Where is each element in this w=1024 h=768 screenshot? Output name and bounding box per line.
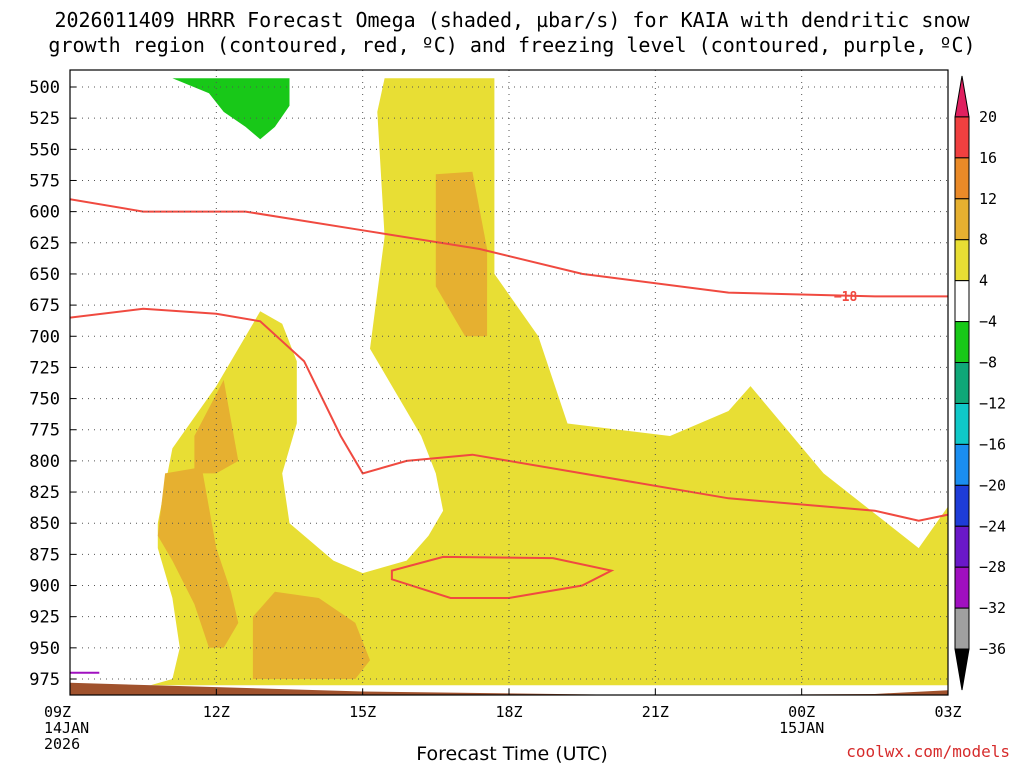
y-tick-label: 675	[29, 296, 60, 316]
colorbar-label: 20	[979, 108, 997, 126]
colorbar-label: −8	[979, 354, 997, 372]
colorbar-segment	[954, 321, 970, 364]
y-tick-label: 875	[29, 545, 60, 565]
contour-inline-label: −18	[834, 290, 858, 305]
y-tick-label: 550	[29, 140, 60, 160]
colorbar-label: −4	[979, 313, 997, 331]
contour--18C-lower	[70, 307, 948, 522]
colorbar-label: 4	[979, 272, 988, 290]
y-tick-label: 725	[29, 358, 60, 378]
contour--18C-upper	[70, 198, 948, 298]
colorbar-segment	[954, 566, 970, 609]
colorbar-segment	[954, 443, 970, 486]
colorbar-label: −16	[979, 435, 1006, 453]
y-tick-label: 775	[29, 421, 60, 441]
chart-title-line-1: 2026011409 HRRR Forecast Omega (shaded, …	[54, 8, 970, 32]
colorbar-label: 12	[979, 190, 997, 208]
credit-link[interactable]: coolwx.com/models	[846, 742, 1010, 761]
colorbar-label: −24	[979, 517, 1006, 535]
contour--12C-ring	[390, 555, 615, 599]
shaded-region-orange-8-c	[252, 591, 370, 679]
colorbar-cap-top	[954, 75, 970, 118]
shaded-region-orange-8-a	[157, 467, 239, 648]
colorbar-label: −36	[979, 640, 1006, 658]
colorbar-segment	[954, 239, 970, 282]
colorbar-segment	[954, 116, 970, 159]
y-tick-label: 575	[29, 171, 60, 191]
shaded-region-green-8	[172, 78, 290, 140]
chart-title-line-2: growth region (contoured, red, ºC) and f…	[48, 33, 976, 57]
colorbar-segment	[954, 484, 970, 527]
x-tick-label: 09Z	[44, 703, 71, 721]
colorbar-cap-bottom	[954, 648, 970, 691]
colorbar-label: −20	[979, 476, 1006, 494]
colorbar-segment	[954, 525, 970, 568]
colorbar-label: −12	[979, 394, 1006, 412]
y-tick-label: 825	[29, 483, 60, 503]
x-tick-label: 15JAN	[779, 719, 824, 737]
y-tick-label: 650	[29, 265, 60, 285]
shaded-region-orange-8-d	[435, 171, 488, 337]
y-tick-label: 500	[29, 78, 60, 98]
x-tick-label: 03Z	[934, 703, 961, 721]
y-tick-label: 525	[29, 109, 60, 129]
colorbar-segment	[954, 157, 970, 200]
x-tick-label: 18Z	[495, 703, 522, 721]
x-tick-label: 12Z	[203, 703, 230, 721]
y-tick-label: 600	[29, 203, 60, 223]
y-tick-label: 975	[29, 670, 60, 690]
x-tick-label: 14JAN	[44, 719, 89, 737]
x-tick-label: 2026	[44, 735, 80, 753]
shaded-region-orange-8-b	[194, 379, 239, 474]
y-tick-label: 800	[29, 452, 60, 472]
shaded-region-yellow-main	[150, 78, 948, 686]
y-tick-label: 925	[29, 608, 60, 628]
colorbar-segment	[954, 607, 970, 650]
terrain-strip	[70, 682, 948, 695]
y-tick-label: 625	[29, 234, 60, 254]
colorbar-segment	[954, 280, 970, 323]
colorbar-label: −32	[979, 599, 1006, 617]
colorbar-segment	[954, 198, 970, 241]
y-tick-label: 850	[29, 514, 60, 534]
y-tick-label: 950	[29, 639, 60, 659]
y-tick-label: 750	[29, 390, 60, 410]
colorbar-label: 8	[979, 231, 988, 249]
y-tick-label: 900	[29, 577, 60, 597]
x-tick-label: 00Z	[788, 703, 815, 721]
x-axis-label: Forecast Time (UTC)	[416, 743, 608, 765]
colorbar-label: 16	[979, 149, 997, 167]
x-tick-label: 15Z	[349, 703, 376, 721]
y-tick-label: 700	[29, 327, 60, 347]
x-tick-label: 21Z	[642, 703, 669, 721]
colorbar-label: −28	[979, 558, 1006, 576]
colorbar-segment	[954, 362, 970, 404]
colorbar-segment	[954, 402, 970, 445]
